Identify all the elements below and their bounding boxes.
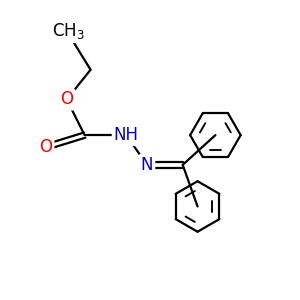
Text: N: N xyxy=(141,156,153,174)
Text: O: O xyxy=(40,138,52,156)
Text: NH: NH xyxy=(114,126,139,144)
Text: O: O xyxy=(60,91,73,109)
Text: CH$_3$: CH$_3$ xyxy=(52,21,85,41)
